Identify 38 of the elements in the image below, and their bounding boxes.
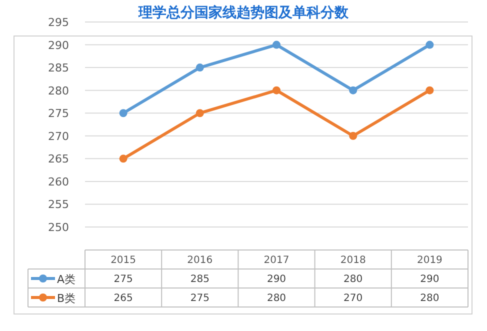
x-tick-label: 2015 xyxy=(110,255,136,266)
point xyxy=(272,86,280,94)
data-label: 280 xyxy=(344,274,363,285)
data-label: 270 xyxy=(344,293,363,304)
y-tick-label: 275 xyxy=(48,107,69,120)
legend-label: A类 xyxy=(57,273,76,286)
y-tick-label: 260 xyxy=(48,175,69,188)
point xyxy=(119,154,128,163)
y-tick-label: 270 xyxy=(48,130,69,143)
y-tick-label: 290 xyxy=(48,38,69,52)
legend-label: B类 xyxy=(57,292,76,305)
x-tick-label: 2019 xyxy=(416,255,442,266)
data-label: 290 xyxy=(266,274,286,285)
y-tick-label: 255 xyxy=(48,198,69,212)
y-tick-label: 265 xyxy=(48,152,69,166)
y-tick-label: 295 xyxy=(48,16,69,29)
point xyxy=(196,64,204,72)
chart-title: 理学总分国家线趋势图及单科分数 xyxy=(138,4,350,21)
y-tick-label: 250 xyxy=(48,221,69,234)
y-tick-label: 280 xyxy=(48,84,69,98)
y-tick-label: 285 xyxy=(48,62,69,75)
data-label: 290 xyxy=(420,274,440,285)
x-tick-label: 2016 xyxy=(187,255,213,266)
data-label: 265 xyxy=(114,293,133,304)
point xyxy=(349,132,358,140)
point xyxy=(426,86,434,94)
point xyxy=(426,40,434,49)
data-label: 275 xyxy=(114,274,133,285)
data-label: 285 xyxy=(190,274,210,285)
point xyxy=(196,109,204,118)
data-label: 280 xyxy=(420,293,440,304)
data-label: 275 xyxy=(190,293,210,304)
point xyxy=(119,109,128,118)
point xyxy=(272,40,280,49)
point xyxy=(349,86,358,94)
x-tick-label: 2018 xyxy=(340,255,366,266)
x-tick-label: 2017 xyxy=(264,255,290,266)
data-label: 280 xyxy=(266,293,286,304)
